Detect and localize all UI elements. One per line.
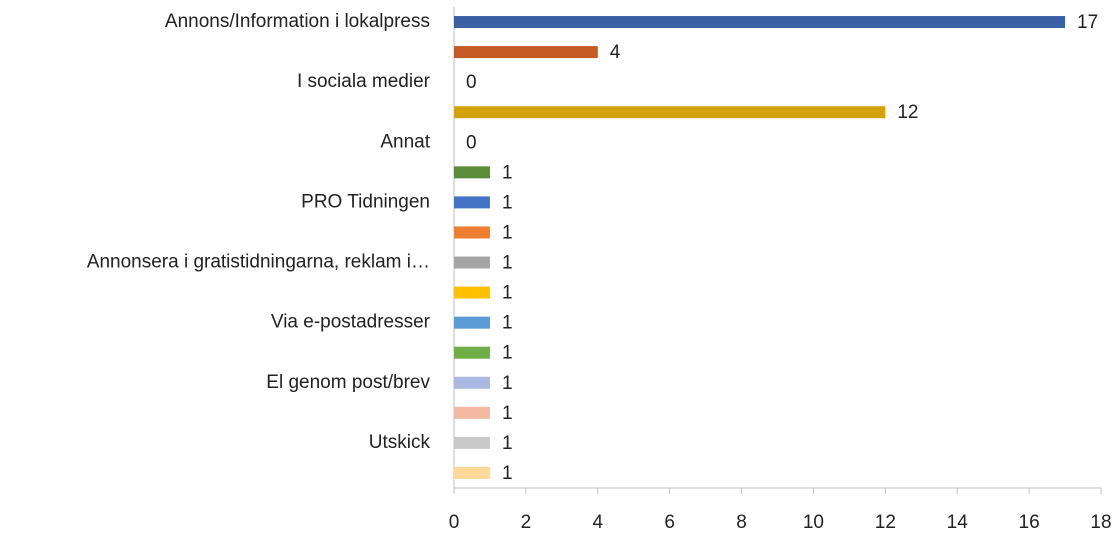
value-label: 1 <box>502 313 513 334</box>
bar <box>454 316 490 329</box>
value-label: 1 <box>502 222 513 243</box>
bar <box>454 166 490 179</box>
x-tick-label: 0 <box>449 512 460 533</box>
bar <box>454 406 490 419</box>
bar <box>454 286 490 299</box>
y-tick-label: I sociala medier <box>297 71 431 92</box>
value-label: 1 <box>502 343 513 364</box>
x-tick-label: 14 <box>947 512 969 533</box>
x-tick-label: 4 <box>592 512 603 533</box>
x-tick-label: 8 <box>736 512 747 533</box>
bar <box>454 436 490 449</box>
bar <box>454 376 490 389</box>
y-tick-label: Annonsera i gratistidningarna, reklam i… <box>87 252 430 273</box>
bar <box>454 346 490 359</box>
value-label: 1 <box>502 433 513 454</box>
x-tick-label: 2 <box>521 512 532 533</box>
x-tick-label: 10 <box>803 512 824 533</box>
value-label: 4 <box>610 42 621 63</box>
value-label: 0 <box>466 72 477 93</box>
bar <box>454 106 886 119</box>
x-tick-label: 18 <box>1090 512 1111 533</box>
bar <box>454 16 1066 29</box>
value-label: 1 <box>502 403 513 424</box>
x-tick-label: 6 <box>664 512 675 533</box>
value-label: 1 <box>502 463 513 484</box>
y-tick-label: El genom post/brev <box>266 372 430 393</box>
x-tick-label: 16 <box>1019 512 1040 533</box>
y-tick-label: Annons/Information i lokalpress <box>165 11 430 32</box>
bar <box>454 466 490 479</box>
bar <box>454 256 490 269</box>
value-label: 17 <box>1077 12 1098 33</box>
value-label: 1 <box>502 162 513 183</box>
y-tick-label: Annat <box>380 131 430 152</box>
value-label: 1 <box>502 192 513 213</box>
value-label: 1 <box>502 373 513 394</box>
value-label: 1 <box>502 253 513 274</box>
bar <box>454 196 490 209</box>
value-label: 1 <box>502 283 513 304</box>
y-tick-label: PRO Tidningen <box>301 191 430 212</box>
x-tick-label: 12 <box>875 512 896 533</box>
bar <box>454 226 490 239</box>
y-tick-label: Utskick <box>369 432 431 453</box>
value-label: 0 <box>466 132 477 153</box>
value-label: 12 <box>897 102 918 123</box>
y-tick-label: Via e-postadresser <box>271 312 431 333</box>
bar <box>454 46 598 59</box>
